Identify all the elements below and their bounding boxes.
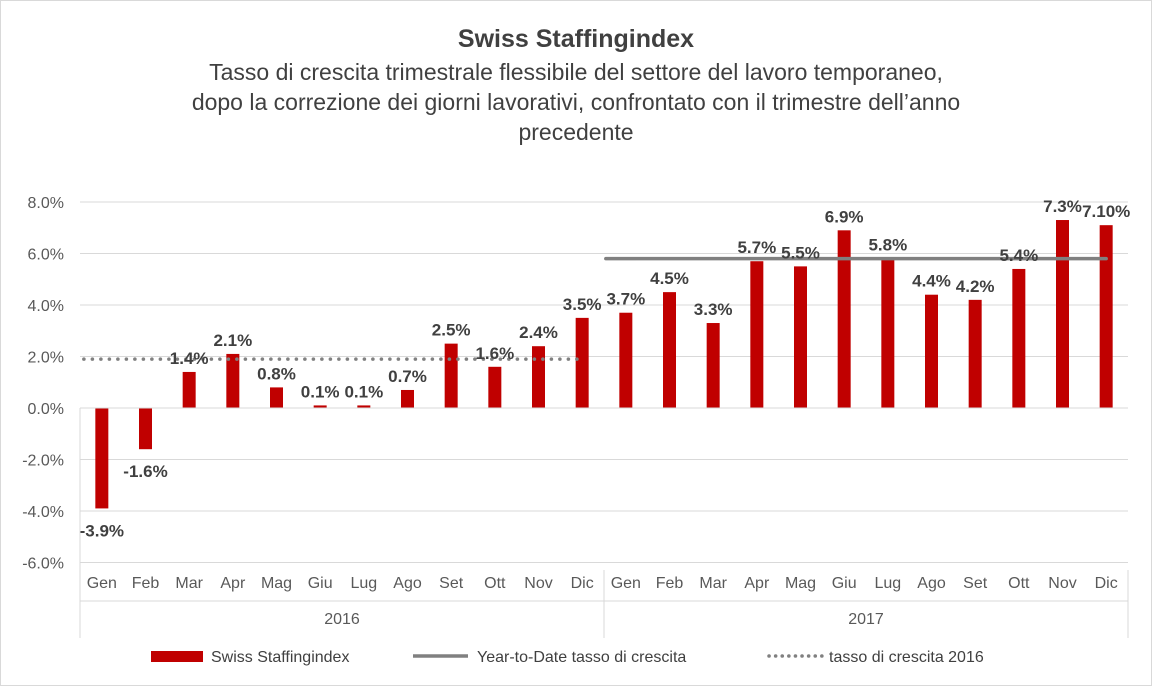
bar (139, 408, 152, 450)
y-tick-label: 4.0% (28, 298, 64, 315)
x-tick-label: Ott (484, 575, 506, 592)
bar (357, 405, 371, 408)
data-label: -1.6% (123, 462, 167, 481)
bar (1012, 268, 1026, 408)
data-label: 2.1% (213, 331, 252, 350)
chart-subtitle-line-3: precedente (518, 119, 633, 145)
x-tick-label: Nov (1048, 575, 1076, 592)
data-label: 2.4% (519, 323, 558, 342)
bar (968, 299, 982, 408)
x-tick-label: Set (439, 575, 464, 592)
y-tick-label: -6.0% (22, 556, 64, 573)
legend-label: Swiss Staffingindex (211, 649, 349, 666)
data-label: -3.9% (80, 521, 124, 540)
bar (182, 371, 196, 408)
bar (532, 346, 545, 408)
bar (794, 266, 807, 408)
x-tick-label: Set (963, 575, 988, 592)
y-tick-label: -4.0% (22, 504, 64, 521)
data-label: 2.5% (432, 321, 471, 340)
bar (1099, 225, 1113, 408)
bar (837, 230, 851, 408)
x-tick-label: Ott (1008, 575, 1030, 592)
data-label: 3.5% (563, 295, 602, 314)
data-label: 4.2% (956, 277, 995, 296)
x-group-label: 2017 (848, 611, 884, 628)
chart-subtitle-line-2: dopo la correzione dei giorni lavorativi… (192, 89, 960, 115)
y-tick-label: -2.0% (22, 453, 64, 470)
bar (444, 343, 458, 408)
data-label: 6.9% (825, 207, 864, 226)
y-tick-label: 6.0% (28, 247, 64, 264)
data-label: 0.1% (344, 382, 383, 401)
data-label: 4.4% (912, 272, 951, 291)
x-tick-label: Gen (87, 575, 117, 592)
data-label: 0.7% (388, 367, 427, 386)
bar (488, 366, 502, 408)
bar (706, 323, 720, 408)
x-tick-label: Mar (699, 575, 727, 592)
y-tick-label: 2.0% (28, 350, 64, 367)
bar (881, 258, 895, 408)
data-label: 1.6% (475, 344, 514, 363)
bar (95, 408, 109, 509)
bar (750, 261, 764, 408)
x-tick-label: Mag (785, 575, 816, 592)
x-tick-label: Giu (832, 575, 857, 592)
chart-title: Swiss Staffingindex (458, 25, 694, 53)
x-tick-label: Apr (744, 575, 770, 592)
data-label: 7.10% (1082, 202, 1130, 221)
bar (226, 353, 240, 408)
x-tick-label: Gen (611, 575, 641, 592)
x-tick-label: Ago (393, 575, 422, 592)
x-tick-label: Dic (571, 575, 594, 592)
x-tick-label: Lug (350, 575, 377, 592)
data-label: 3.7% (606, 290, 645, 309)
bar (313, 405, 327, 408)
x-tick-label: Nov (524, 575, 552, 592)
bar (663, 292, 676, 408)
data-label: 5.8% (868, 236, 907, 255)
data-label: 3.3% (694, 300, 733, 319)
data-label: 5.5% (781, 243, 820, 262)
x-tick-label: Giu (308, 575, 333, 592)
x-tick-label: Dic (1095, 575, 1118, 592)
legend-swatch-bar (151, 651, 203, 662)
legend-label: tasso di crescita 2016 (829, 649, 984, 666)
bar (575, 317, 589, 408)
data-label: 0.1% (301, 382, 340, 401)
x-tick-label: Lug (874, 575, 901, 592)
data-label: 5.7% (737, 238, 776, 257)
x-tick-label: Feb (656, 575, 684, 592)
bar (401, 389, 414, 408)
x-group-label: 2016 (324, 611, 360, 628)
x-tick-label: Mar (175, 575, 203, 592)
x-tick-label: Feb (132, 575, 160, 592)
data-label: 0.8% (257, 364, 296, 383)
data-label: 7.3% (1043, 197, 1082, 216)
chart-subtitle-line-1: Tasso di crescita trimestrale flessibile… (209, 59, 943, 85)
data-label: 1.4% (170, 349, 209, 368)
bar (270, 387, 283, 408)
x-tick-label: Apr (220, 575, 246, 592)
bar (925, 294, 938, 408)
bar (1056, 220, 1069, 408)
legend-label: Year-to-Date tasso di crescita (477, 649, 686, 666)
data-label: 4.5% (650, 269, 689, 288)
bar (619, 312, 633, 408)
x-tick-label: Ago (917, 575, 946, 592)
y-tick-label: 0.0% (28, 401, 64, 418)
y-tick-label: 8.0% (28, 195, 64, 212)
x-tick-label: Mag (261, 575, 292, 592)
data-label: 5.4% (999, 246, 1038, 265)
